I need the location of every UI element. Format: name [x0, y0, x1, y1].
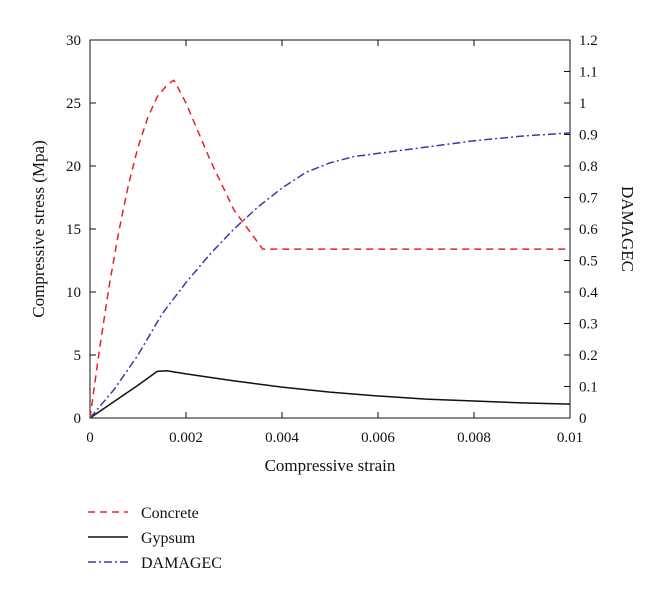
series-lines: [89, 79, 571, 419]
x-tick-label: 0.006: [361, 430, 395, 446]
legend-label-damagec: DAMAGEC: [141, 555, 222, 572]
y-axis-left-title: Compressive stress (Mpa): [29, 140, 48, 318]
series-line-damagec: [89, 132, 571, 419]
legend-label-gypsum: Gypsum: [141, 530, 196, 547]
y2-tick-label: 1.2: [579, 33, 598, 49]
x-tick-label: 0.004: [265, 430, 299, 446]
y2-tick-label: 0.3: [579, 317, 598, 333]
y-axis-left-ticks: 0 5 10 15 20 25 30: [66, 33, 96, 427]
x-tick-label: 0.002: [169, 430, 203, 446]
y-tick-label: 15: [66, 222, 81, 238]
y-tick-label: 0: [74, 411, 82, 427]
x-tick-label: 0.008: [457, 430, 491, 446]
legend-item-damagec: DAMAGEC: [88, 555, 222, 572]
y-tick-label: 25: [66, 96, 81, 112]
y2-tick-label: 1.1: [579, 65, 598, 81]
x-axis-title: Compressive strain: [265, 456, 396, 475]
y-tick-label: 10: [66, 285, 81, 301]
y-tick-label: 30: [66, 33, 81, 49]
y2-tick-label: 0.1: [579, 380, 598, 396]
y2-tick-label: 0.9: [579, 128, 598, 144]
series-line-concrete: [89, 79, 570, 419]
y-axis-right-ticks: 0 0.1 0.2 0.3 0.4 0.5 0.6 0.7 0.8 0.9 1 1.1 1.2: [564, 33, 598, 427]
series-line-gypsum: [89, 370, 571, 419]
y2-tick-label: 0.2: [579, 348, 598, 364]
y-axis-right-title: DAMAGEC: [618, 186, 637, 272]
x-tick-label: 0.01: [557, 430, 583, 446]
x-tick-label: 0: [86, 430, 94, 446]
legend: Concrete Gypsum DAMAGEC: [88, 505, 222, 572]
y-tick-label: 5: [74, 348, 82, 364]
legend-label-concrete: Concrete: [141, 505, 199, 522]
y2-tick-label: 0: [579, 411, 587, 427]
y-tick-label: 20: [66, 159, 81, 175]
y2-tick-label: 0.6: [579, 222, 598, 238]
legend-item-concrete: Concrete: [88, 505, 199, 522]
y2-tick-label: 0.8: [579, 159, 598, 175]
y2-tick-label: 0.7: [579, 191, 598, 207]
y2-tick-label: 0.5: [579, 254, 598, 270]
x-axis-ticks: 0 0.002 0.004 0.006 0.008 0.01: [86, 40, 583, 446]
plot-frame: [89, 39, 571, 419]
y2-tick-label: 0.4: [579, 285, 598, 301]
y2-tick-label: 1: [579, 96, 587, 112]
legend-item-gypsum: Gypsum: [88, 530, 196, 547]
